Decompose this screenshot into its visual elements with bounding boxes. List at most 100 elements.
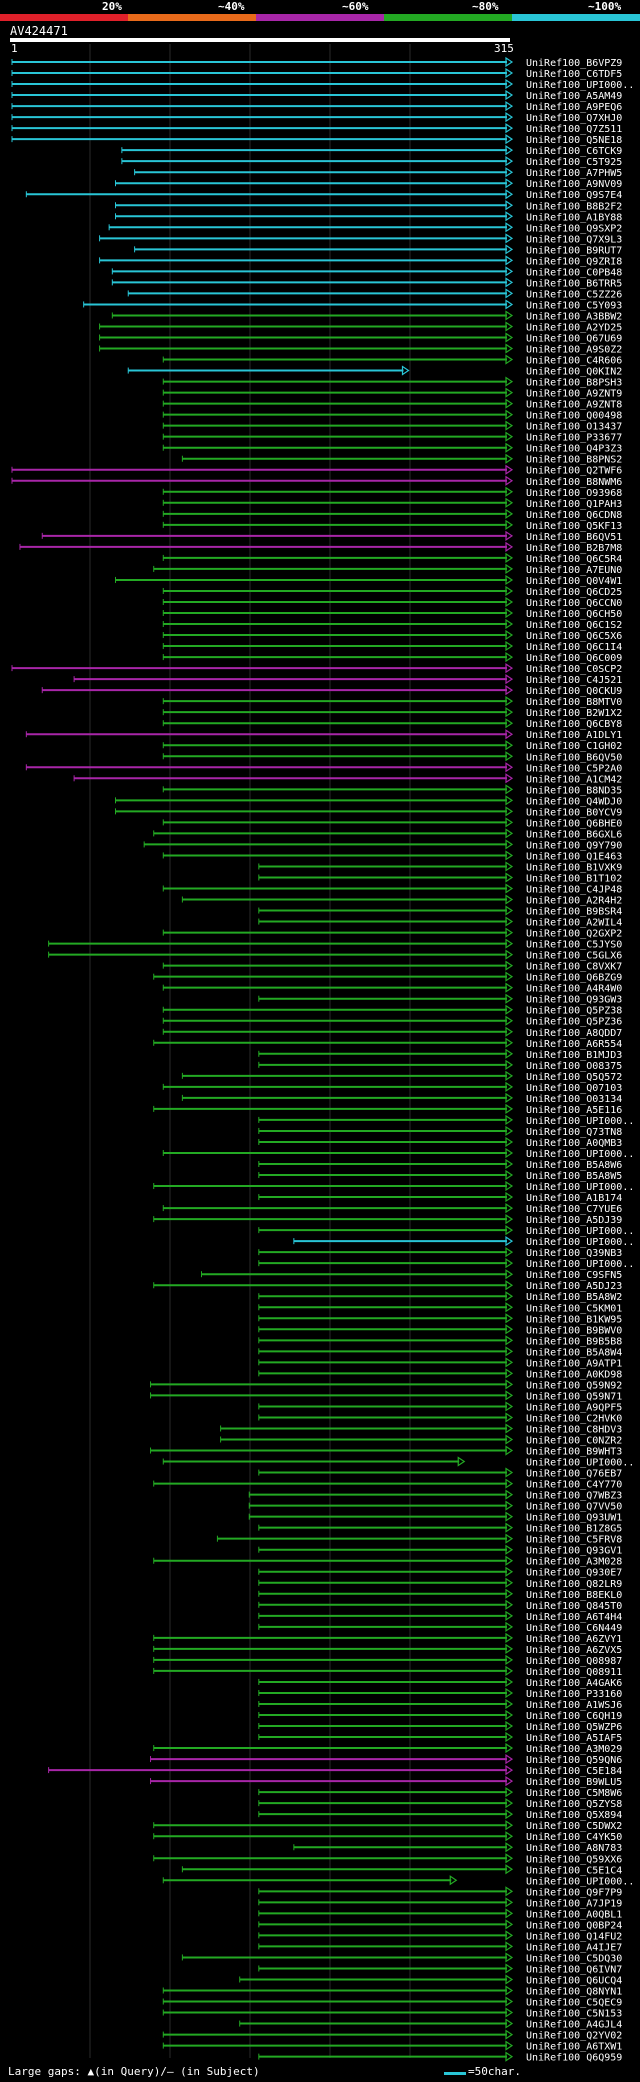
hit-label: UniRef100_B1Z8G5 — [526, 1524, 622, 1535]
hit-end-arrow — [505, 1963, 514, 1974]
hit-end-arrow — [505, 541, 514, 553]
hit-row: UniRef100_A7PHW5 — [134, 167, 622, 179]
hit-end-arrow — [505, 508, 514, 519]
hit-end-arrow — [505, 1753, 514, 1765]
legend-stripe — [128, 14, 256, 21]
hit-row: UniRef100_Q930E7 — [258, 1566, 622, 1579]
hit-label: UniRef100_Q67U69 — [526, 334, 622, 345]
hit-label: UniRef100_A9QPF5 — [526, 1402, 622, 1413]
hit-row: UniRef100_UPI000.. — [153, 1180, 634, 1193]
hit-end-arrow — [505, 1985, 514, 1996]
hit-end-arrow — [505, 255, 514, 266]
hit-row: UniRef100_Q845T0 — [258, 1599, 622, 1612]
hit-row: UniRef100_Q7Z511 — [11, 122, 622, 135]
hit-end-arrow — [505, 442, 514, 453]
hit-label: UniRef100_Q7XHJ0 — [526, 113, 622, 124]
hit-row: UniRef100_Q5ZYS8 — [258, 1798, 622, 1810]
hit-label: UniRef100_Q73TN8 — [526, 1127, 622, 1138]
hit-row: UniRef100_C6QH19 — [258, 1709, 622, 1722]
hit-row: UniRef100_Q08987 — [153, 1654, 622, 1667]
legend-label: ~100% — [588, 0, 622, 13]
hit-row: UniRef100_C5DWX2 — [153, 1820, 622, 1832]
hit-label: UniRef100_Q6CD25 — [526, 587, 622, 598]
hit-label: UniRef100_A4GJL4 — [526, 2020, 622, 2031]
hit-end-arrow — [505, 1610, 514, 1621]
hit-row: UniRef100_A5AM49 — [11, 89, 622, 102]
hit-label: UniRef100_B9BWV0 — [526, 1325, 622, 1336]
hit-row: UniRef100_B8PSH3 — [162, 376, 622, 389]
hit-end-arrow — [505, 1908, 514, 1919]
hit-label: UniRef100_A7EUN0 — [526, 565, 622, 576]
hit-label: UniRef100_A4R4W0 — [526, 984, 622, 995]
hit-row: UniRef100_Q6C1S2 — [162, 618, 622, 631]
hit-end-arrow — [505, 1467, 514, 1478]
hit-row: UniRef100_Q5PZ38 — [162, 1004, 622, 1017]
hit-label: UniRef100_Q4WDJ0 — [526, 796, 622, 807]
hit-label: UniRef100_P33677 — [526, 433, 622, 444]
hit-row: UniRef100_Q07103 — [162, 1081, 622, 1094]
hit-end-arrow — [505, 2007, 514, 2018]
hit-end-arrow — [505, 1169, 514, 1181]
hit-label: UniRef100_Q7X9L3 — [526, 234, 622, 245]
hit-row: UniRef100_A9PEQ6 — [11, 100, 622, 113]
hit-end-arrow — [505, 1434, 514, 1445]
hit-end-arrow — [505, 1401, 514, 1412]
hit-row: UniRef100_Q5NE18 — [11, 134, 622, 146]
hit-label: UniRef100_A2R4H2 — [526, 896, 622, 907]
hit-row: UniRef100_B1MJD3 — [258, 1048, 622, 1061]
hit-row: UniRef100_B9BSR4 — [258, 905, 622, 918]
hit-label: UniRef100_Q6BHE0 — [526, 818, 622, 829]
hit-end-arrow — [505, 1213, 514, 1225]
hit-label: UniRef100_A6T4H4 — [526, 1612, 622, 1623]
hit-row: UniRef100_B8B2F2 — [115, 200, 622, 212]
hit-end-arrow — [505, 1511, 514, 1522]
hit-label: UniRef100_A9ZNT8 — [526, 400, 622, 411]
hit-label: UniRef100_Q1E463 — [526, 851, 622, 862]
hit-end-arrow — [505, 122, 514, 134]
hit-row: UniRef100_A6ZVY1 — [153, 1632, 622, 1645]
hit-row: UniRef100_B6VPZ9 — [11, 56, 622, 69]
hit-label: UniRef100_B9WLU5 — [526, 1777, 622, 1788]
hit-end-arrow — [505, 2018, 514, 2029]
hit-row: UniRef100_A8QDD7 — [162, 1026, 622, 1039]
hit-row: UniRef100_C8VXK7 — [162, 960, 622, 973]
gaps-legend: Large gaps: ▲(in Query)/– (in Subject) — [8, 2065, 260, 2078]
hit-end-arrow — [505, 574, 514, 586]
hit-label: UniRef100_B2B7M8 — [526, 543, 622, 554]
hit-label: UniRef100_Q6C1S2 — [526, 620, 622, 631]
hit-end-arrow — [505, 475, 514, 486]
hit-label: UniRef100_Q08987 — [526, 1656, 622, 1667]
hit-label: UniRef100_Q6C1I4 — [526, 642, 622, 653]
hit-row: UniRef100_Q00498 — [162, 409, 622, 422]
hit-end-arrow — [505, 156, 514, 167]
hit-label: UniRef100_UPI000.. — [526, 1116, 634, 1127]
hit-row: UniRef100_A7JP19 — [258, 1897, 622, 1909]
hit-label: UniRef100_C5M8W6 — [526, 1788, 622, 1799]
hit-end-arrow — [505, 111, 514, 123]
hit-row: UniRef100_C4J521 — [73, 673, 622, 686]
hit-end-arrow — [505, 189, 514, 200]
hit-row: UniRef100_O13437 — [162, 420, 622, 433]
hit-end-arrow — [505, 1897, 514, 1908]
hit-end-arrow — [505, 1533, 514, 1544]
hit-end-arrow — [505, 310, 514, 321]
hit-row: UniRef100_A9NV09 — [115, 178, 622, 190]
hit-label: UniRef100_B8EKL0 — [526, 1590, 622, 1601]
hit-end-arrow — [505, 2040, 514, 2051]
hit-end-arrow — [505, 1709, 514, 1721]
hit-row: UniRef100_Q7WBZ3 — [248, 1489, 622, 1502]
hit-row: UniRef100_B5A8W4 — [258, 1346, 622, 1358]
hit-end-arrow — [505, 1742, 514, 1754]
hit-label: UniRef100_C1GH02 — [526, 741, 622, 752]
hit-row: UniRef100_Q0BP24 — [258, 1919, 622, 1931]
hit-label: UniRef100_A1CM42 — [526, 774, 622, 785]
hit-row: UniRef100_UPI000.. — [162, 1456, 634, 1469]
hit-label: UniRef100_A6ZVY1 — [526, 1634, 622, 1645]
hit-row: UniRef100_Q39NB3 — [258, 1247, 622, 1259]
hit-label: UniRef100_B9B5B8 — [526, 1336, 622, 1347]
hit-row: UniRef100_A1BY88 — [115, 211, 622, 223]
hit-end-arrow — [505, 277, 514, 288]
hit-row: UniRef100_C8HDV3 — [220, 1423, 622, 1435]
hit-row: UniRef100_B8EKL0 — [258, 1588, 622, 1601]
hit-row: UniRef100_Q67U69 — [99, 332, 622, 345]
